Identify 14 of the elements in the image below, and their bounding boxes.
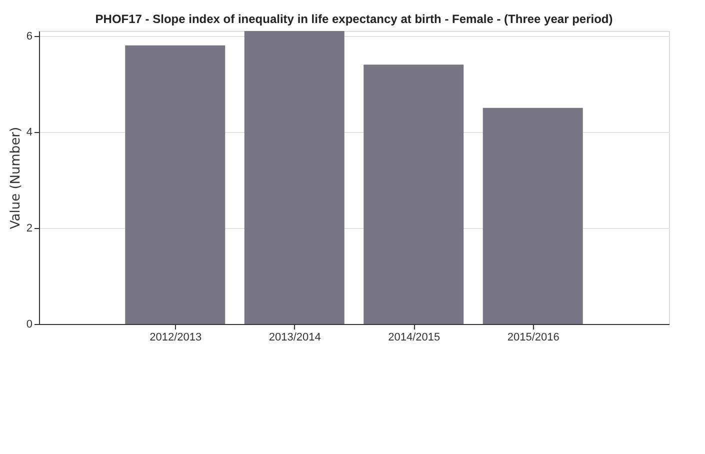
y-axis-title: Value (Number) (8, 126, 24, 230)
x-tick-label: 2012/2013 (150, 332, 202, 344)
x-tick-label: 2015/2016 (507, 332, 560, 344)
x-tick-label: 2014/2015 (388, 332, 440, 344)
chart-title: PHOF17 - Slope index of inequality in life expectancy at birth - Female - (Three year period) (95, 12, 613, 26)
y-tick-label: 2 (26, 222, 32, 234)
bar (364, 64, 464, 324)
y-tick-label: 6 (26, 30, 32, 42)
bar (125, 45, 226, 324)
bar (482, 108, 583, 324)
x-tick-label: 2013/2014 (268, 332, 321, 344)
y-tick-label: 4 (26, 126, 32, 138)
bar (244, 31, 344, 324)
y-tick-label: 0 (26, 318, 32, 330)
